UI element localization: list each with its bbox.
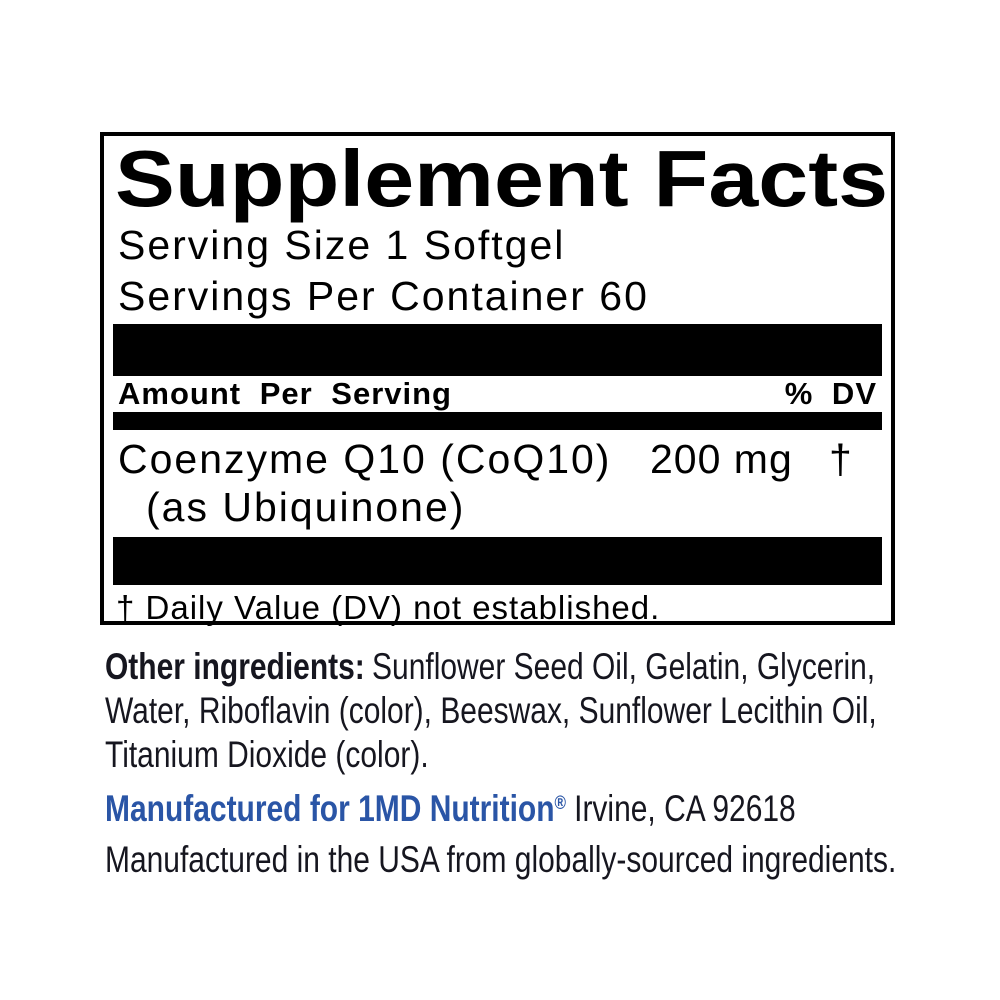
manufacturer-block: Manufactured for 1MD Nutrition® Irvine, C… [105,787,896,882]
other-ingredients-line-1: Other ingredients: Sunflower Seed Oil, Ge… [105,645,877,689]
panel-title-text: Supplement Facts [115,134,888,223]
ingredient-name: Coenzyme Q10 (CoQ10) [118,435,612,482]
supplement-facts-panel: Supplement Facts Serving Size 1 Softgel … [100,132,895,625]
brand-statement: Manufactured for 1MD Nutrition® [105,788,566,829]
serving-size-line: Serving Size 1 Softgel [118,221,566,268]
other-ingredients-line-3: Titanium Dioxide (color). [105,734,429,775]
dv-footnote: † Daily Value (DV) not established. [116,588,661,626]
ingredient-detail: (as Ubiquinone) [146,483,466,530]
registered-trademark-icon: ® [554,793,567,815]
manufacturer-line-2: Manufactured in the USA from globally-so… [105,839,897,880]
amount-per-serving-label: Amount Per Serving [118,375,452,411]
column-header-row: Amount Per Serving % DV [113,376,882,412]
manufacturer-line-1: Manufactured for 1MD Nutrition® Irvine, C… [105,787,896,838]
other-ingredients-paragraph: Other ingredients: Sunflower Seed Oil, Ge… [105,645,877,777]
ingredient-amount: 200 mg [650,435,793,482]
panel-title: Supplement Facts [115,138,888,220]
brand-text: Manufactured for 1MD Nutrition [105,788,555,829]
percent-dv-label: % DV [784,375,877,411]
divider-thin [113,411,882,430]
other-ingredients-line-2: Water, Riboflavin (color), Beeswax, Sunf… [105,690,877,731]
servings-per-container-line: Servings Per Container 60 [118,272,649,319]
divider-thick-top [113,323,882,376]
ingredient-dv-dagger: † [829,435,854,482]
other-ingredients-text-1: Sunflower Seed Oil, Gelatin, Glycerin, [372,646,876,687]
ingredient-row: Coenzyme Q10 (CoQ10) 200 mg † [118,435,882,483]
other-ingredients-label: Other ingredients: [105,646,365,687]
divider-thick-bottom [113,536,882,585]
manufacturer-location: Irvine, CA 92618 [574,788,796,829]
